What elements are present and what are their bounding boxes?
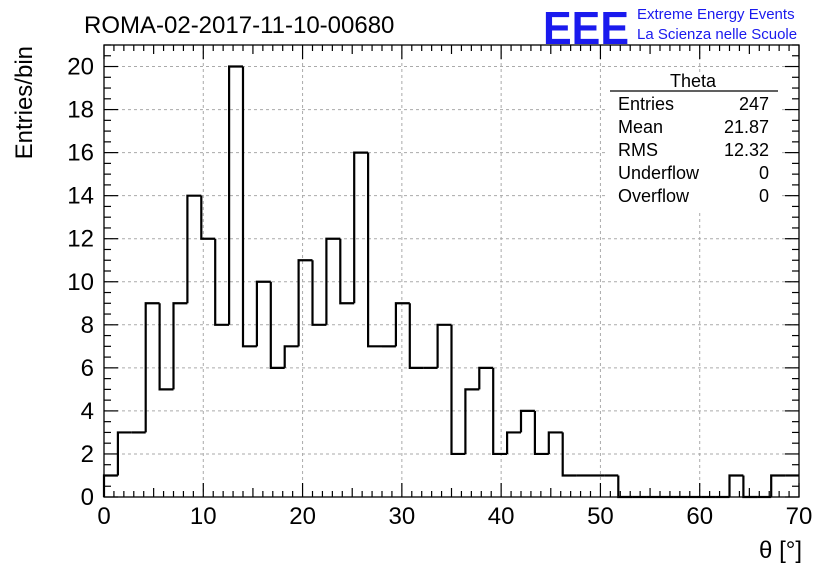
histogram-bin (214, 238, 230, 326)
stats-row-value: 0 (759, 163, 769, 183)
stats-row-label: RMS (618, 140, 658, 160)
histogram-bin (158, 303, 174, 391)
histogram-bin (269, 281, 285, 369)
x-axis-label: θ [°] (759, 537, 802, 564)
stats-row-value: 12.32 (724, 140, 769, 160)
histogram-bin (450, 324, 466, 456)
histogram-bin (297, 259, 313, 347)
histogram-bin (561, 432, 577, 477)
x-tick-label: 30 (389, 503, 416, 530)
x-tick-label: 70 (786, 503, 813, 530)
histogram-bin (172, 302, 188, 390)
histogram-bin (492, 367, 508, 456)
stats-box-background (608, 72, 780, 210)
x-tick-labels: 0 10 20 30 40 50 60 70 (97, 503, 812, 530)
histogram-bin (367, 152, 382, 348)
x-tick-label: 10 (190, 503, 217, 530)
histogram-bin (770, 474, 786, 497)
stats-row-label: Overflow (618, 186, 690, 206)
stats-row-value: 0 (759, 186, 769, 206)
y-tick-label: 2 (81, 441, 94, 468)
x-tick-label: 0 (97, 503, 110, 530)
stats-row-value: 21.87 (724, 117, 769, 137)
y-tick-label: 16 (67, 140, 94, 167)
histogram-bin (519, 409, 535, 433)
y-tick-label: 20 (67, 54, 94, 81)
grid-lines (104, 45, 799, 497)
y-tick-label: 10 (67, 269, 94, 296)
y-tick-label: 18 (67, 97, 94, 124)
x-tick-label: 50 (587, 503, 614, 530)
y-axis-label: Entries/bin (11, 46, 38, 159)
stats-row-label: Entries (618, 94, 674, 114)
histogram-bin (408, 303, 424, 369)
histogram-bin (547, 431, 563, 454)
histogram-bin (478, 366, 494, 390)
histogram-bin (506, 431, 521, 454)
logo-line-2: La Scienza nelle Scuole (637, 26, 797, 43)
stats-box: Theta Entries 247 Mean 21.87 RMS 12.32 Underfl… (608, 71, 780, 210)
histogram-bin (742, 475, 758, 499)
x-tick-label: 40 (488, 503, 515, 530)
x-tick-label: 20 (289, 503, 316, 530)
histogram-bin (339, 238, 355, 305)
y-tick-label: 12 (67, 226, 94, 253)
histogram-bin (228, 65, 243, 325)
histogram-bin (436, 323, 452, 368)
histogram-bin (533, 410, 549, 456)
histogram-bin (200, 195, 216, 240)
histogram-bin (311, 260, 327, 326)
stats-box-rows: Entries 247 Mean 21.87 RMS 12.32 Underflow 0 Ove… (618, 94, 769, 206)
y-tick-label: 6 (81, 355, 94, 382)
histogram-bin (283, 345, 299, 368)
eee-logo-mark: EEE (543, 2, 629, 54)
histogram-bin (394, 302, 410, 347)
histogram-bin (255, 280, 271, 347)
y-tick-label: 4 (81, 398, 94, 425)
stats-row-label: Underflow (618, 163, 700, 183)
histogram-bin (325, 237, 341, 325)
y-tick-label: 0 (81, 484, 94, 511)
chart-title: ROMA-02-2017-11-10-00680 (84, 12, 394, 39)
y-tick-label: 8 (81, 312, 94, 339)
stats-box-title: Theta (670, 71, 717, 91)
axis-ticks (103, 44, 800, 498)
histogram-series (102, 65, 799, 499)
histogram-bin (116, 431, 132, 476)
x-tick-label: 60 (686, 503, 713, 530)
histogram-bin (464, 388, 480, 454)
histogram-bin (186, 194, 202, 304)
logo-line-1: Extreme Energy Events (637, 6, 795, 23)
stats-row-value: 247 (739, 94, 769, 114)
histogram-bin (353, 151, 369, 304)
y-tick-labels: 0 2 4 6 8 10 12 14 16 18 20 (67, 54, 94, 511)
stats-row-label: Mean (618, 117, 663, 137)
histogram-bin (144, 302, 160, 433)
eee-logo: EEE Extreme Energy Events La Scienza nel… (543, 2, 797, 54)
histogram-bin (241, 66, 257, 348)
histogram-bin (728, 474, 744, 497)
y-tick-label: 14 (67, 183, 94, 210)
